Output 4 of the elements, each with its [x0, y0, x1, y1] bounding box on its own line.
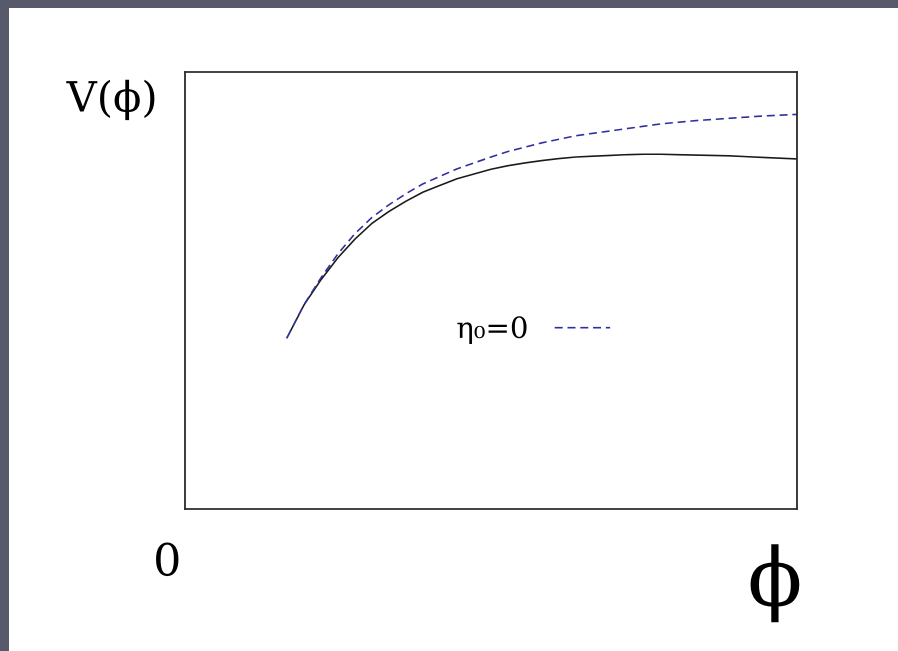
text: 0: [156, 542, 178, 576]
legend-label: η₀=0: [457, 316, 527, 344]
y-axis-title: V(ϕ): [66, 80, 154, 120]
x-axis-title: ϕ: [750, 544, 800, 622]
